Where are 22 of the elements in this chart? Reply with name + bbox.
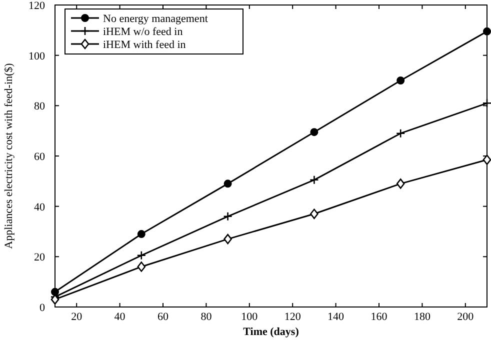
y-axis-title: Appliances electricity cost with feed-in($) (3, 62, 15, 249)
y-tick-label: 120 (28, 0, 46, 12)
x-axis-title: Time (days) (243, 326, 300, 338)
x-tick-label: 60 (158, 311, 169, 323)
legend-label: No energy management (103, 13, 208, 25)
x-tick-label: 180 (414, 311, 431, 323)
x-tick-label: 100 (241, 311, 258, 323)
y-tick-label: 80 (34, 100, 46, 113)
legend-label: iHEM w/o feed in (103, 26, 184, 38)
y-tick-label: 60 (34, 151, 46, 163)
x-tick-label: 140 (328, 311, 345, 323)
x-tick-label: 120 (284, 311, 302, 323)
y-tick-label: 0 (40, 302, 46, 314)
legend-label: iHEM with feed in (103, 39, 186, 51)
x-tick-label: 200 (457, 311, 474, 323)
x-tick-label: 80 (200, 311, 212, 323)
y-tick-label: 20 (34, 252, 46, 264)
y-tick-label: 40 (34, 201, 46, 214)
y-tick-label: 100 (28, 50, 46, 62)
x-tick-label: 20 (71, 311, 83, 323)
x-tick-label: 160 (370, 311, 388, 323)
x-tick-label: 40 (114, 311, 126, 323)
